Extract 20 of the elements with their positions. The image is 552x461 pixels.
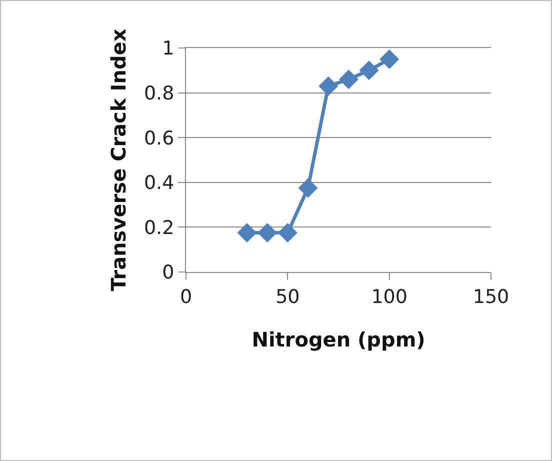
x-axis-title: Nitrogen (ppm): [252, 327, 426, 352]
y-tick-label: 0.4: [144, 172, 174, 194]
x-tick-label: 150: [472, 286, 510, 308]
point: [318, 76, 338, 96]
y-axis-title: Transverse Crack Index: [106, 28, 130, 292]
x-tick-label: 100: [371, 286, 408, 308]
y-tick-label: 0.2: [144, 216, 174, 239]
y-tick-label: 0.8: [144, 82, 174, 104]
point: [278, 223, 298, 243]
y-tick-label: 0.6: [144, 127, 174, 150]
point: [359, 60, 379, 80]
point: [258, 223, 278, 243]
point: [380, 49, 400, 69]
x-tick-label: 50: [276, 286, 300, 308]
x-tick-label: 0: [180, 286, 192, 308]
point: [338, 70, 358, 90]
y-tick-label: 1: [162, 38, 174, 60]
point: [298, 178, 318, 198]
y-tick-label: 0: [162, 262, 174, 284]
point: [237, 223, 257, 243]
